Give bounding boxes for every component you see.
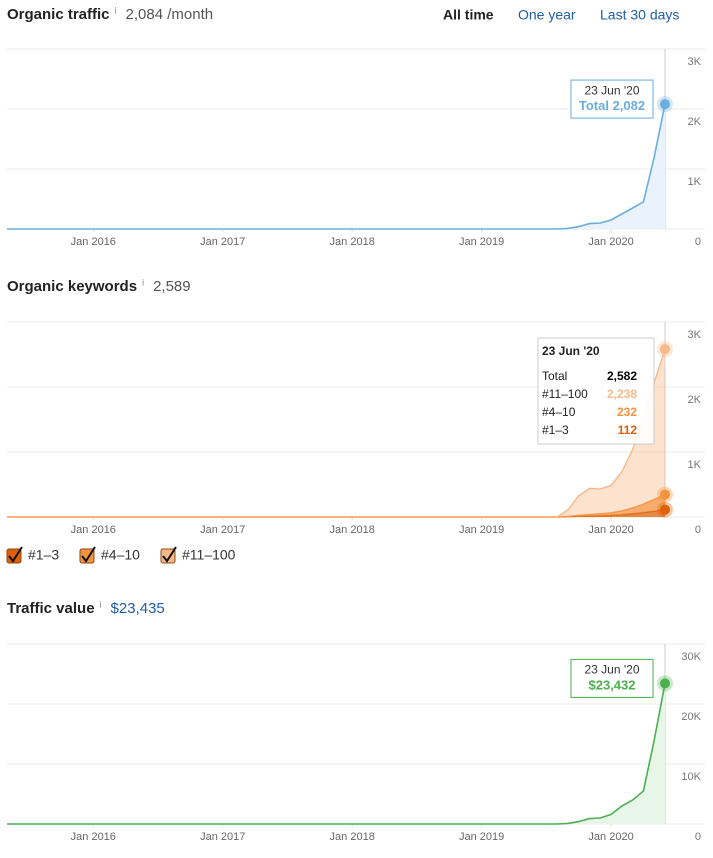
tooltip-label: #11–100 <box>542 387 588 401</box>
legend-label: #4–10 <box>101 547 140 563</box>
tooltip-number: 232 <box>617 405 637 419</box>
tooltip-label: Total <box>542 369 567 383</box>
x-tick-label: Jan 2017 <box>200 236 245 248</box>
legend-item[interactable]: #11–100 <box>160 546 236 564</box>
area-fill <box>7 494 665 517</box>
tooltip-box <box>570 79 654 119</box>
legend-item[interactable]: #4–10 <box>79 546 140 564</box>
tooltip-value: Total 2,082 <box>579 99 645 114</box>
tooltip-date: 23 Jun '20 <box>542 344 600 358</box>
y-tick-label: 2K <box>688 394 702 406</box>
x-tick-label: Jan 2017 <box>200 524 245 536</box>
range-button[interactable]: All time <box>443 7 494 23</box>
end-point <box>660 678 670 689</box>
line <box>7 683 666 825</box>
line <box>7 494 666 518</box>
legend-label: #11–100 <box>182 547 236 563</box>
tooltip-label: #1–3 <box>542 423 569 437</box>
x-tick-label: Jan 2019 <box>459 524 504 536</box>
area-fill <box>7 349 665 517</box>
tooltip-number: 2,582 <box>607 369 637 383</box>
y-tick-label: 2K <box>688 116 702 128</box>
y-tick-label: 30K <box>681 651 701 663</box>
tooltip-label: #4–10 <box>542 405 576 419</box>
tooltip-number: 2,082 <box>613 99 646 114</box>
end-point <box>660 344 670 355</box>
legend-check <box>8 546 23 563</box>
y-tick-label: 0 <box>695 236 701 248</box>
x-tick-label: Jan 2016 <box>71 524 116 536</box>
range-button[interactable]: Last 30 days <box>600 7 679 23</box>
y-tick-label: 1K <box>688 459 702 471</box>
end-point <box>660 504 670 515</box>
chart-title: Organic keywords <box>7 278 137 295</box>
tooltip-date: 23 Jun '20 <box>584 83 639 97</box>
x-tick-label: Jan 2020 <box>588 236 633 248</box>
x-tick-label: Jan 2018 <box>330 524 375 536</box>
y-tick-label: 3K <box>688 329 702 341</box>
x-tick-label: Jan 2016 <box>71 236 116 248</box>
x-tick-label: Jan 2020 <box>588 524 633 536</box>
y-tick-label: 0 <box>695 831 701 843</box>
tooltip-number: 112 <box>618 423 638 437</box>
end-point <box>660 99 670 110</box>
info-icon: i <box>100 599 102 609</box>
end-point <box>660 489 670 500</box>
summary: $23,435 <box>111 600 165 617</box>
tooltip-number: 2,238 <box>607 387 637 401</box>
x-tick-label: Jan 2016 <box>71 831 116 843</box>
tooltip-date: 23 Jun '20 <box>584 663 639 677</box>
x-tick-label: Jan 2017 <box>200 831 245 843</box>
x-tick-label: Jan 2018 <box>330 831 375 843</box>
legend-check <box>81 546 96 563</box>
x-tick-label: Jan 2019 <box>459 831 504 843</box>
summary: 2,589 <box>153 278 191 295</box>
x-tick-label: Jan 2019 <box>459 236 504 248</box>
y-tick-label: 0 <box>695 524 701 536</box>
line <box>7 103 666 230</box>
area-fill <box>7 104 665 229</box>
tooltip-box <box>537 337 655 445</box>
legend-check <box>162 546 177 563</box>
tooltip-number: $23,432 <box>589 678 636 693</box>
range-button[interactable]: One year <box>518 7 576 23</box>
info-icon: i <box>142 277 144 287</box>
summary: 2,084 /month <box>126 6 214 23</box>
x-tick-label: Jan 2020 <box>588 831 633 843</box>
chart-title: Organic traffic <box>7 6 110 23</box>
tooltip-box <box>570 658 654 698</box>
y-tick-label: 1K <box>688 176 702 188</box>
y-tick-label: 10K <box>681 771 701 783</box>
legend-label: #1–3 <box>28 547 59 563</box>
tooltip-label: Total <box>579 99 609 114</box>
tooltip-value: $23,432 <box>589 678 636 693</box>
chart-title: Traffic value <box>7 600 95 617</box>
info-icon: i <box>115 5 117 15</box>
x-tick-label: Jan 2018 <box>330 236 375 248</box>
y-tick-label: 3K <box>688 56 702 68</box>
y-tick-label: 20K <box>681 711 701 723</box>
legend-item[interactable]: #1–3 <box>6 546 59 564</box>
